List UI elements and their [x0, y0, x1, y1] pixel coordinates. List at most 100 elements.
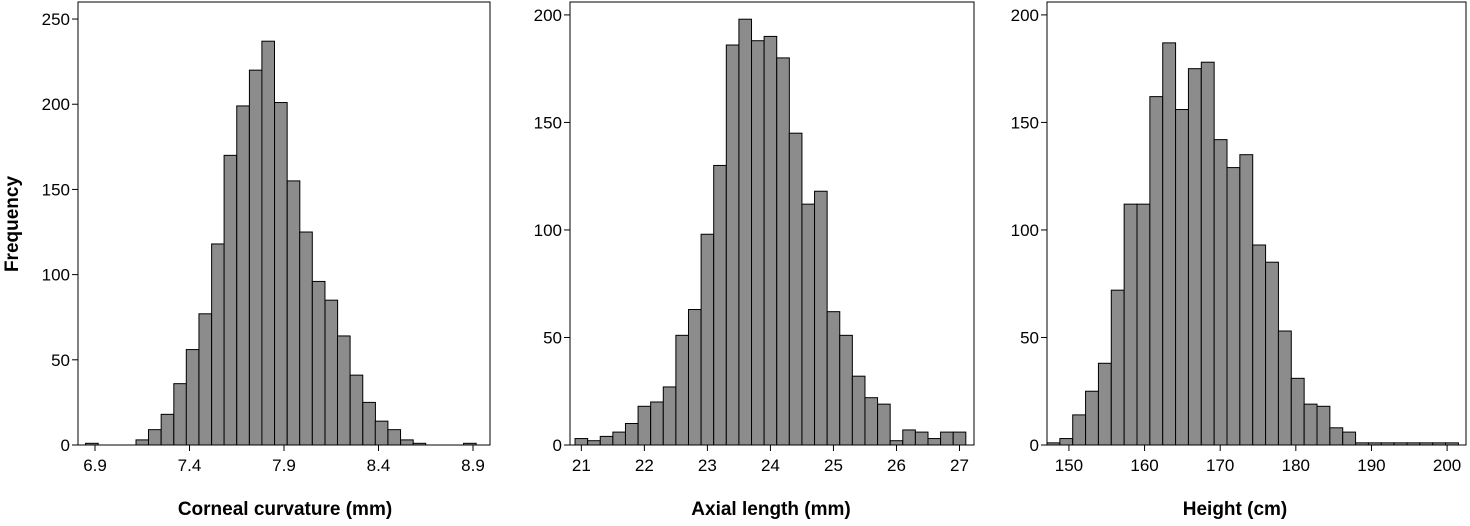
- histogram-bar: [864, 397, 879, 446]
- histogram-bar: [700, 233, 715, 446]
- x-tick-label: 180: [1282, 456, 1310, 475]
- y-tick-label: 200: [534, 6, 562, 25]
- x-tick-label: 8.9: [461, 456, 485, 475]
- histogram-bar: [1239, 154, 1254, 446]
- x-tick-label: 26: [887, 456, 906, 475]
- histogram-bar: [814, 190, 828, 446]
- histogram-bar: [261, 40, 276, 446]
- histogram-bar: [336, 335, 351, 446]
- x-tick-label: 23: [698, 456, 717, 475]
- histogram-bar: [650, 401, 664, 446]
- histogram-bar: [147, 429, 162, 446]
- histogram-bar: [324, 299, 339, 446]
- histogram-bar: [738, 18, 753, 446]
- histogram-bar: [299, 231, 313, 446]
- y-tick-label: 200: [42, 95, 70, 114]
- histogram-bar: [1265, 261, 1279, 446]
- x-tick-label: 7.9: [272, 456, 296, 475]
- histogram-bar: [1290, 377, 1305, 446]
- x-tick-label: 27: [950, 456, 969, 475]
- histogram-bar: [1110, 289, 1125, 446]
- histogram-bar: [1342, 431, 1357, 446]
- x-tick-label: 22: [635, 456, 654, 475]
- histogram-bar: [624, 423, 639, 446]
- histogram-bar: [637, 405, 652, 446]
- y-tick-label: 150: [42, 180, 70, 199]
- histogram-bar: [160, 413, 175, 446]
- y-tick-label: 50: [51, 351, 70, 370]
- histogram-bar: [211, 243, 225, 446]
- y-tick-label: 0: [553, 436, 562, 455]
- histogram-bar: [1085, 390, 1099, 446]
- histogram-bar: [1213, 139, 1228, 446]
- x-axis-label-corneal: Corneal curvature (mm): [178, 499, 392, 520]
- y-tick-label: 200: [1011, 6, 1039, 25]
- histogram-bar: [877, 403, 891, 446]
- histogram-bar: [587, 440, 601, 446]
- histogram-bar: [1097, 362, 1112, 446]
- histogram-panel-1: 0 50 100 150 200 250 6.9 7.4 7.9 8.4 8.9: [42, 1, 491, 475]
- histogram-bar: [1059, 438, 1074, 446]
- histogram-bar: [826, 311, 841, 446]
- histogram-bar: [687, 309, 702, 446]
- x-tick-label: 21: [572, 456, 591, 475]
- histogram-bar: [952, 431, 967, 446]
- histogram-bar: [135, 439, 150, 446]
- histogram-bar: [851, 375, 866, 446]
- histogram-bar: [362, 401, 376, 446]
- x-axis-label-height: Height (cm): [1183, 499, 1288, 520]
- plot-frame: [569, 1, 975, 446]
- histogram-bar: [940, 431, 954, 446]
- histogram-bar: [286, 180, 301, 446]
- histogram-bar: [274, 102, 288, 446]
- histogram-bar: [1303, 403, 1318, 446]
- y-axis-label: Frequency: [2, 176, 23, 273]
- histogram-bar: [1316, 405, 1331, 446]
- histogram-bar: [1136, 203, 1151, 446]
- histogram-bar: [574, 438, 589, 446]
- histogram-bar: [1123, 203, 1138, 446]
- histogram-bar: [713, 164, 727, 446]
- histogram-bar: [927, 438, 942, 446]
- y-axis-label-group: Frequency: [2, 176, 23, 273]
- y-tick-label: 0: [61, 436, 70, 455]
- histogram-bar: [725, 44, 740, 446]
- y-tick-label: 250: [42, 10, 70, 29]
- histogram-bar: [1329, 427, 1344, 446]
- y-tick-label: 150: [534, 113, 562, 132]
- x-tick-label: 25: [824, 456, 843, 475]
- y-tick-label: 150: [1011, 113, 1039, 132]
- histogram-bar: [387, 429, 402, 446]
- x-tick-label: 24: [761, 456, 780, 475]
- histogram-bar: [374, 420, 389, 446]
- histogram-bar: [173, 383, 187, 446]
- x-tick-label: 190: [1357, 456, 1385, 475]
- histogram-bar: [612, 431, 626, 446]
- histogram-bar: [763, 35, 778, 446]
- histogram-bar: [349, 374, 364, 446]
- histogram-bar: [248, 69, 263, 446]
- x-tick-label: 170: [1206, 456, 1234, 475]
- histogram-bar: [236, 105, 250, 446]
- histogram-bar: [1277, 330, 1292, 446]
- y-tick-label: 100: [534, 221, 562, 240]
- y-tick-label: 100: [42, 266, 70, 285]
- x-tick-label: 7.4: [178, 456, 202, 475]
- histogram-bar: [914, 431, 929, 446]
- histogram-bar: [801, 203, 816, 446]
- histogram-bar: [662, 386, 677, 446]
- plot-frame: [1046, 1, 1467, 446]
- histogram-bar: [311, 280, 326, 446]
- x-tick-label: 8.4: [367, 456, 391, 475]
- histogram-bar: [839, 334, 853, 446]
- histogram-bar: [1226, 167, 1241, 446]
- y-tick-label: 50: [1020, 328, 1039, 347]
- y-tick-label: 100: [1011, 221, 1039, 240]
- histogram-bar: [675, 334, 689, 446]
- histogram-bar: [1149, 96, 1164, 446]
- x-tick-label: 150: [1055, 456, 1083, 475]
- histogram-bar: [751, 40, 765, 446]
- y-tick-label: 0: [1030, 436, 1039, 455]
- histogram-bar: [223, 154, 238, 446]
